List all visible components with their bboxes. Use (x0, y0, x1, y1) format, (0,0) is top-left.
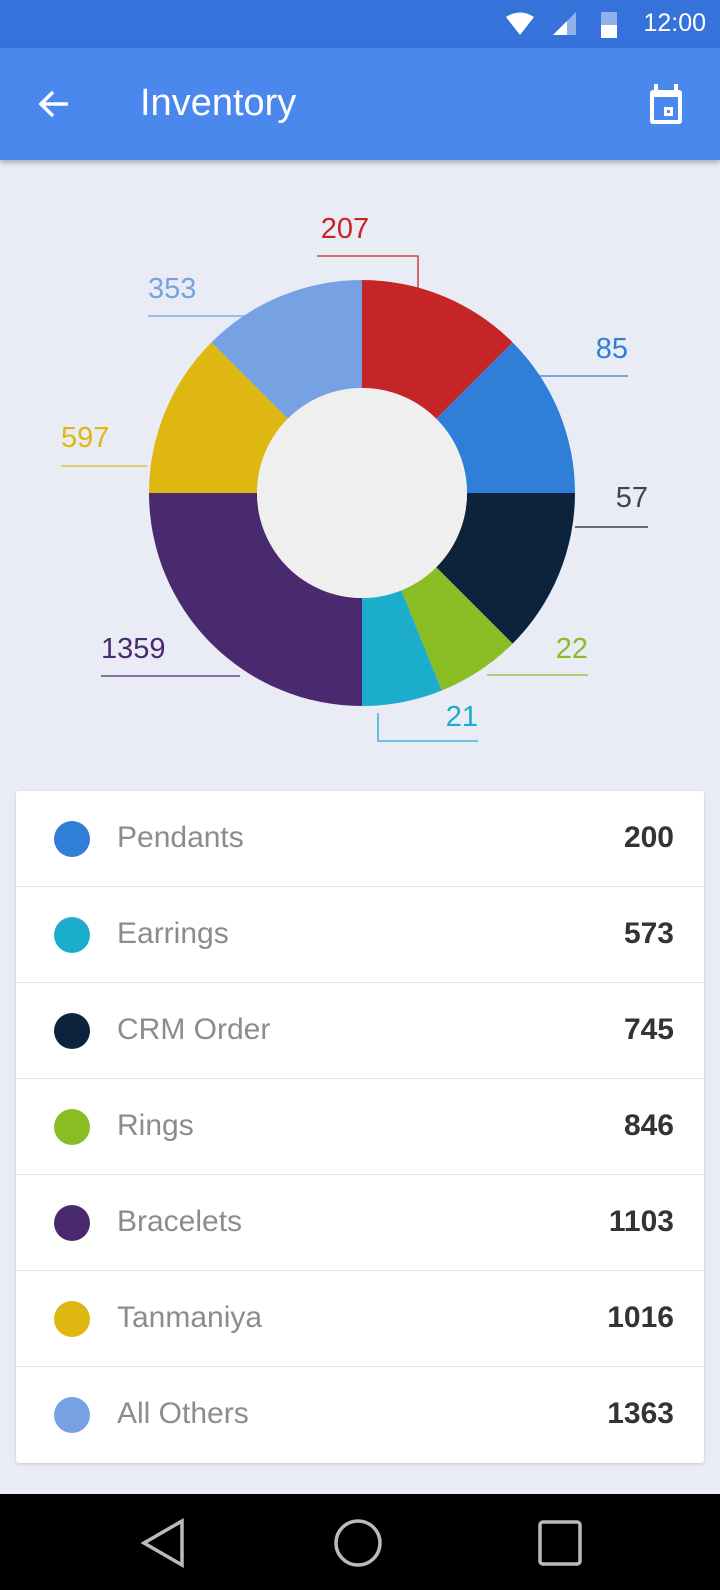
list-item[interactable]: Bracelets 1103 (16, 1175, 704, 1271)
data-label: 1359 (101, 633, 166, 665)
item-name: Pendants (117, 821, 244, 854)
color-dot (54, 1109, 90, 1145)
home-nav-icon[interactable] (333, 1518, 383, 1568)
clock: 12:00 (643, 9, 706, 37)
list-item[interactable]: All Others 1363 (16, 1367, 704, 1463)
color-dot (54, 917, 90, 953)
arrow-left-icon[interactable] (34, 84, 74, 124)
navigation-bar (0, 1494, 720, 1590)
list-item[interactable]: Tanmaniya 1016 (16, 1271, 704, 1367)
donut-slice (149, 342, 288, 493)
item-name: Bracelets (117, 1205, 243, 1238)
item-value: 745 (623, 1013, 674, 1046)
item-name: Rings (117, 1109, 194, 1142)
donut-slice (149, 493, 362, 706)
item-name: CRM Order (117, 1013, 271, 1046)
donut-slice (401, 567, 513, 691)
color-dot (54, 1397, 90, 1433)
data-label: 57 (616, 482, 648, 514)
item-value: 1103 (608, 1205, 674, 1238)
list-item[interactable]: Pendants 200 (16, 791, 704, 887)
item-value: 1363 (607, 1397, 674, 1430)
list-item[interactable]: Rings 846 (16, 1079, 704, 1175)
donut-slice (436, 493, 575, 644)
data-label: 207 (321, 213, 369, 245)
app-bar: Inventory (0, 48, 720, 160)
donut-hole (257, 388, 467, 598)
item-name: Tanmaniya (117, 1301, 263, 1334)
item-value: 1016 (607, 1301, 674, 1334)
color-dot (54, 1205, 90, 1241)
back-nav-icon[interactable] (140, 1518, 186, 1568)
data-label: 353 (148, 273, 196, 305)
item-name: All Others (117, 1397, 249, 1430)
item-value: 200 (623, 821, 674, 854)
donut-slice (436, 342, 575, 493)
list-item[interactable]: Earrings 573 (16, 887, 704, 983)
signal-icon (553, 12, 576, 35)
data-label: 21 (446, 701, 478, 733)
leader-line (317, 255, 419, 288)
color-dot (54, 1301, 90, 1337)
wifi-icon (506, 12, 534, 35)
leader-line (377, 713, 478, 742)
donut-chart: 207 85 57 22 21 1359 597 353 (61, 213, 648, 742)
list-item[interactable]: CRM Order 745 (16, 983, 704, 1079)
status-bar: 12:00 (0, 0, 720, 48)
page-title: Inventory (140, 82, 297, 124)
donut-slice (362, 590, 442, 706)
color-dot (54, 1013, 90, 1049)
legend-list: Pendants 200 Earrings 573 CRM Order 745 Rings 8… (16, 791, 704, 1463)
item-name: Earrings (117, 917, 229, 950)
donut-slice (362, 280, 513, 419)
calendar-icon[interactable] (646, 84, 686, 126)
recents-nav-icon[interactable] (537, 1518, 583, 1568)
item-value: 846 (623, 1109, 674, 1142)
battery-icon (601, 12, 617, 38)
data-label: 597 (61, 422, 109, 454)
data-label: 85 (596, 333, 628, 365)
donut-slice (211, 280, 362, 419)
item-value: 573 (623, 917, 674, 950)
data-label: 22 (556, 633, 588, 665)
color-dot (54, 821, 90, 857)
